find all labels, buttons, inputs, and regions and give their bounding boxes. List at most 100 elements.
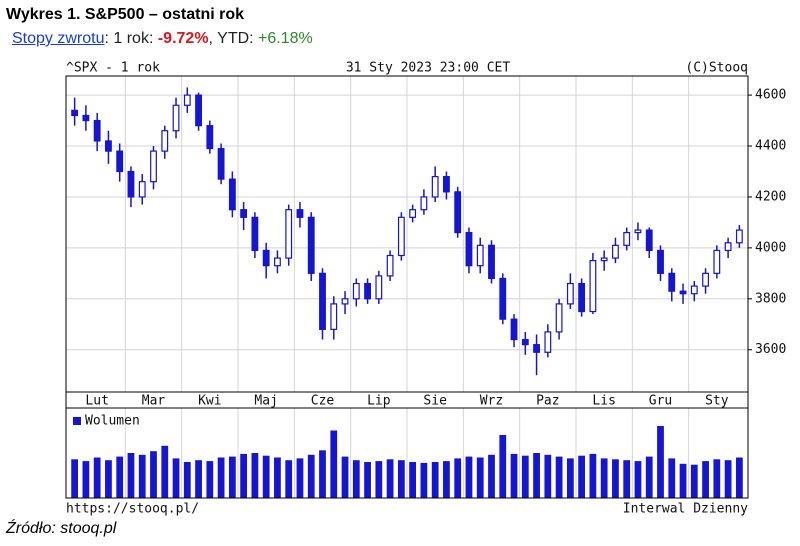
volume-bar [454,458,462,498]
x-tick-label: Paz [536,394,559,409]
candle-body [566,282,574,305]
legend-label: Wolumen [85,414,140,429]
volume-bar [71,459,79,498]
volume-bar [612,459,619,498]
volume-bar [645,456,653,498]
candle-body [724,242,732,252]
candle-body [217,147,225,180]
volume-bar [623,460,631,498]
candle-body [364,282,371,300]
volume-bar [578,455,586,498]
candle-body [307,216,315,274]
legend-swatch [73,417,81,425]
volume-bar [544,454,552,498]
y-tick-label: 3600 [755,342,786,357]
volume-bar [183,462,191,498]
candle-body [138,181,146,198]
volume-bar [116,456,124,498]
x-tick-label: Lut [85,394,108,409]
candle-body [443,175,450,193]
x-tick-label: Maj [254,394,277,409]
volume-frame [65,407,749,499]
volume-bar [668,458,676,498]
volume-bar [724,460,732,498]
candle-body [465,231,473,267]
volume-bar [105,460,112,498]
volume-bar [397,460,405,498]
candle-body [116,150,124,173]
y-tick-label: 4000 [755,240,786,255]
volume-bar [555,456,563,498]
candle-body [71,109,79,117]
volume-bar [690,464,698,498]
volume-bar [521,455,529,498]
volume-bar [409,462,417,498]
x-tick-label: Sie [423,394,447,409]
title: Wykres 1. S&P500 – ostatni rok [6,6,245,23]
candle-body [476,244,484,267]
volume-bar [296,458,304,498]
copyright: (C)Stooq [685,61,748,76]
x-tick-label: Wrz [480,394,503,409]
date-label: 31 Sty 2023 23:00 CET [346,61,511,76]
candle-body [420,196,428,211]
volume-bar [657,426,664,498]
candle-body [82,114,90,122]
volume-bar [138,454,146,498]
candle-body [285,209,293,259]
candle-body [533,344,540,353]
y-tick-label: 4200 [755,189,786,204]
volume-bar [82,461,90,498]
candle-body [352,282,360,300]
volume-bar [735,457,743,498]
candle-body [521,338,529,346]
candle-body [386,254,394,277]
volume-bar [386,459,394,498]
x-tick-label: Lis [592,394,615,409]
volume-bar [679,463,687,498]
x-tick-label: Sty [705,394,729,409]
volume-bar [161,445,169,498]
volume-bar [499,435,507,498]
x-tick-label: Mar [142,394,166,409]
chart: ^SPX - 1 rok 31 Sty 2023 23:00 CET (C)St… [65,61,786,517]
volume-bar [228,456,236,498]
volume-bar [533,453,540,498]
volume-bar [195,460,202,498]
candle-body [341,298,349,305]
candle-body [679,290,687,295]
volume-bar [566,458,574,498]
candle-body [172,104,180,132]
candle-body [690,285,698,295]
candle-body [555,303,563,333]
volume-bar [251,453,259,498]
candle-body [589,260,597,313]
volume-bar [589,453,597,498]
volume-bar [307,454,315,498]
x-tick-label: Lip [367,394,391,409]
period-label: : 1 rok: [104,30,158,47]
y-tick-label: 4600 [755,88,786,103]
returns-link[interactable]: Stopy zwrotu [12,30,105,47]
ytd-label: , YTD: [208,30,259,47]
volume-bar [240,453,248,498]
candle-body [454,191,462,234]
volume-bar [634,461,642,498]
volume-bar [488,454,495,498]
candle-body [544,331,552,353]
candle-body [645,229,653,252]
candle-body [296,209,304,218]
candle-body [274,257,281,267]
x-tick-label: Gru [649,394,672,409]
candle-body [499,277,507,320]
volume-bar [274,457,281,498]
volume-bar [262,455,270,498]
candle-body [105,140,112,152]
candle-body [702,272,709,287]
volume-bar [476,457,484,498]
symbol-label: ^SPX - 1 rok [66,61,160,76]
candle-body [195,94,202,127]
volume-bar [375,461,383,498]
volume-bar [330,430,338,498]
